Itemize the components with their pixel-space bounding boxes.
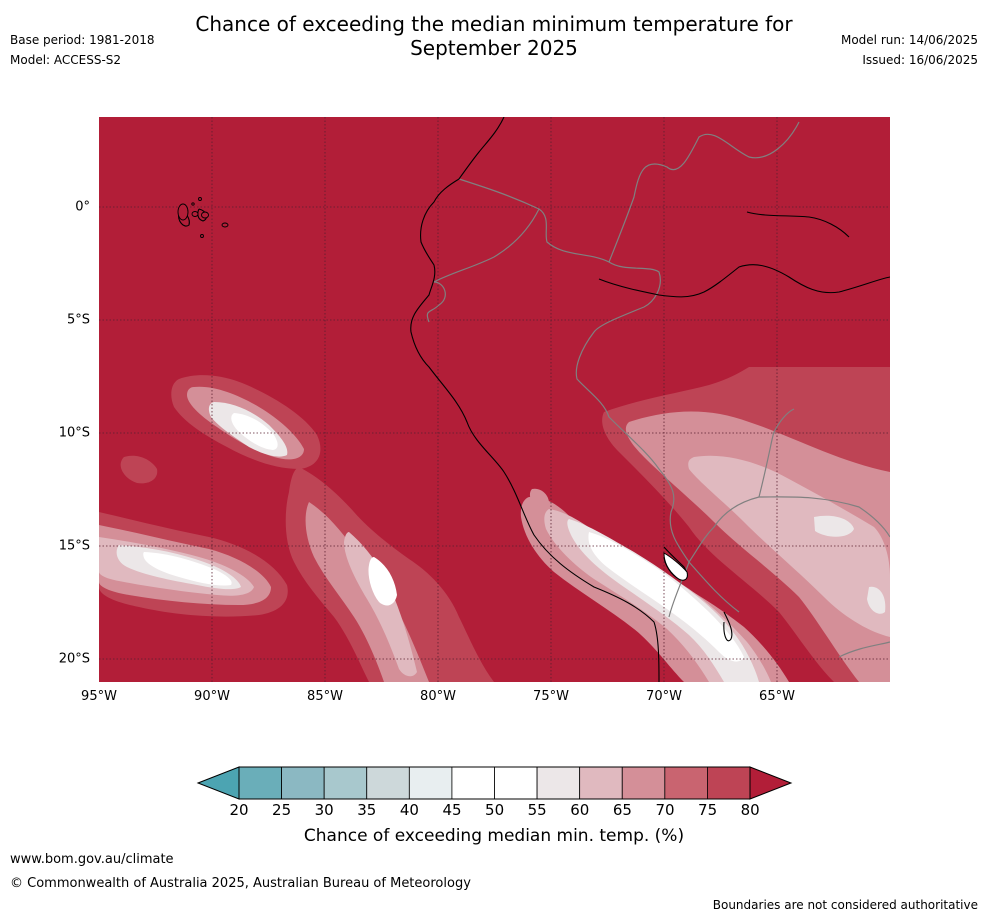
coastlines: [178, 117, 890, 682]
colorbar-segment: [323, 766, 368, 800]
colorbar-segment: [621, 766, 666, 800]
lon-label-80w: 80°W: [420, 689, 456, 704]
colorbar-high-extend: [749, 766, 793, 800]
lake-titicaca: [663, 552, 688, 581]
probability-contours: [99, 367, 890, 682]
contour-small-75: [120, 455, 158, 484]
footer-copyright: © Commonwealth of Australia 2025, Austra…: [10, 876, 471, 891]
colorbar-segment: [536, 766, 581, 800]
lon-label-70w: 70°W: [646, 689, 682, 704]
model-name: Model: ACCESS-S2: [10, 53, 122, 67]
cb-tick-35: 35: [357, 801, 377, 819]
lat-label-15s: 15°S: [58, 538, 90, 554]
title-line-2: September 2025: [410, 36, 578, 60]
lat-label-20s: 20°S: [58, 651, 90, 667]
graticule: [99, 117, 890, 682]
lat-label-5s: 5°S: [66, 312, 90, 328]
map-title: Chance of exceeding the median minimum t…: [0, 12, 988, 60]
cb-tick-50: 50: [485, 801, 505, 819]
meta-right: Model run: 14/06/2025 Issued: 16/06/2025: [841, 30, 978, 70]
cb-tick-40: 40: [399, 801, 419, 819]
cb-tick-75: 75: [698, 801, 718, 819]
cb-tick-60: 60: [570, 801, 590, 819]
cb-tick-45: 45: [442, 801, 462, 819]
country-borders: [426, 121, 890, 658]
cb-tick-55: 55: [527, 801, 547, 819]
cb-tick-20: 20: [229, 801, 249, 819]
coast-mainland: [410, 117, 660, 682]
contour-sw-50: [143, 552, 232, 586]
contour-andes-50: [588, 532, 744, 662]
contour-pacific-65: [344, 532, 417, 677]
colorbar-segment: [707, 766, 751, 800]
cb-tick-65: 65: [612, 801, 632, 819]
footer-website[interactable]: www.bom.gov.au/climate: [10, 852, 174, 867]
colorbar-segment: [451, 766, 495, 800]
colorbar-label: Chance of exceeding median min. temp. (%…: [303, 826, 685, 846]
cb-tick-30: 30: [314, 801, 334, 819]
coast-amazon-mouth: [598, 264, 890, 298]
colorbar-segment: [366, 766, 410, 800]
colorbar-segment: [494, 766, 538, 800]
cb-tick-80: 80: [740, 801, 760, 819]
colorbar-segment: [281, 766, 325, 800]
cb-tick-70: 70: [655, 801, 675, 819]
cb-tick-25: 25: [272, 801, 292, 819]
galapagos-islands: [177, 197, 229, 238]
base-period: Base period: 1981-2018: [10, 33, 155, 47]
lat-label-10s: 10°S: [58, 425, 90, 441]
lon-label-90w: 90°W: [194, 689, 230, 704]
lat-label-0: 0°: [75, 199, 90, 215]
meta-left: Base period: 1981-2018 Model: ACCESS-S2: [10, 30, 155, 70]
lon-label-85w: 85°W: [307, 689, 343, 704]
colorbar-segment: [579, 766, 623, 800]
lon-label-95w: 95°W: [81, 689, 117, 704]
title-line-1: Chance of exceeding the median minimum t…: [195, 12, 793, 36]
contour-east-60-a: [814, 515, 854, 537]
issued-date: Issued: 16/06/2025: [862, 53, 978, 67]
contour-west-50: [231, 413, 278, 450]
contour-pacific-55: [368, 557, 397, 606]
map-canvas[interactable]: [99, 117, 890, 682]
colorbar-segment: [238, 766, 282, 800]
lon-label-65w: 65°W: [759, 689, 795, 704]
model-run: Model run: 14/06/2025: [840, 33, 978, 47]
colorbar: [196, 766, 793, 800]
colorbar-low-extend: [196, 766, 240, 800]
colorbar-segment: [408, 766, 453, 800]
lon-label-75w: 75°W: [533, 689, 569, 704]
contour-tiny-70: [529, 488, 549, 507]
colorbar-segment: [664, 766, 708, 800]
contour-east-60-b: [867, 586, 886, 614]
contour-east-70: [625, 411, 890, 682]
colorbar-segments: [238, 766, 751, 800]
footer-disclaimer: Boundaries are not considered authoritat…: [712, 898, 978, 912]
